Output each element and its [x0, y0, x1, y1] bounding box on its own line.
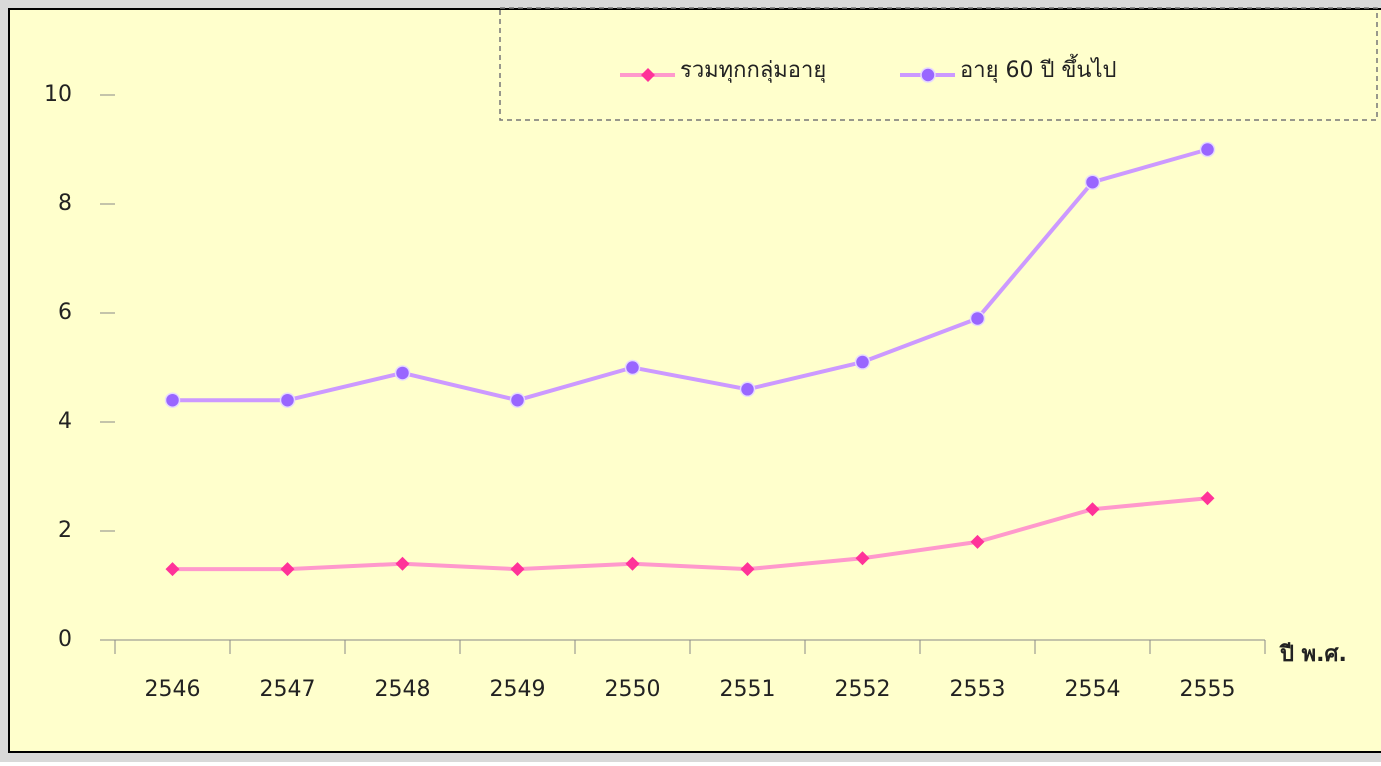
point — [641, 68, 655, 82]
point — [164, 392, 181, 408]
point — [509, 392, 526, 408]
point — [920, 67, 936, 83]
legend-box — [499, 7, 1378, 121]
point — [740, 562, 755, 577]
point — [624, 359, 641, 376]
y-tick-label: 8 — [58, 191, 72, 216]
x-tick-label: 2549 — [490, 677, 546, 702]
y-tick-label: 4 — [58, 409, 72, 434]
y-tick-label: 2 — [58, 518, 72, 543]
legend-label: รวมทุกกลุ่มอายุ — [680, 58, 826, 83]
point — [510, 562, 525, 577]
point — [165, 562, 180, 577]
point — [1199, 141, 1216, 158]
point — [1085, 502, 1100, 517]
x-tick-label: 2554 — [1065, 677, 1121, 702]
point — [969, 310, 986, 327]
point — [854, 354, 871, 370]
point — [739, 381, 756, 398]
legend-label: อายุ 60 ปี ขึ้นไป — [960, 54, 1117, 83]
point — [1084, 174, 1101, 190]
x-tick-label: 2555 — [1180, 677, 1236, 702]
y-tick-label: 0 — [58, 627, 72, 652]
x-tick-label: 2548 — [375, 677, 431, 702]
point — [970, 534, 985, 549]
point — [394, 365, 411, 381]
point — [395, 556, 410, 571]
x-tick-label: 2546 — [145, 677, 201, 702]
series-line — [172, 147, 1209, 403]
point — [280, 562, 295, 577]
x-axis-label: ปี พ.ศ. — [1279, 642, 1347, 667]
x-tick-label: 2552 — [835, 677, 891, 702]
point — [625, 556, 640, 571]
y-tick-label: 10 — [44, 82, 72, 107]
point — [855, 551, 870, 566]
x-tick-label: 2550 — [605, 677, 661, 702]
point — [1200, 491, 1215, 506]
y-tick-label: 6 — [58, 300, 72, 325]
x-tick-label: 2553 — [950, 677, 1006, 702]
x-tick-label: 2551 — [720, 677, 776, 702]
x-tick-label: 2547 — [260, 677, 316, 702]
point — [279, 392, 296, 408]
series-line — [172, 496, 1208, 572]
